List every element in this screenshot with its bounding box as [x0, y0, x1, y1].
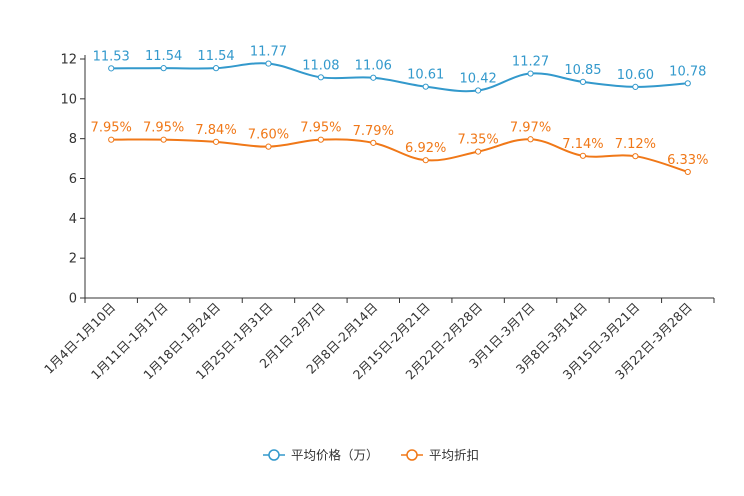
- data-label: 10.78: [669, 64, 706, 79]
- data-label: 11.08: [302, 58, 339, 73]
- data-point[interactable]: [422, 83, 429, 90]
- data-label: 11.53: [93, 49, 130, 64]
- data-label: 7.95%: [300, 121, 341, 136]
- data-point[interactable]: [527, 136, 534, 143]
- legend-label: 平均折扣: [429, 448, 479, 463]
- y-axis-ticks: 0 2 4 6 8 10 12: [60, 53, 85, 307]
- series-0: 11.53 11.54 11.54 11.77 11.08 11.06 10.61 10.42…: [93, 45, 706, 94]
- data-point[interactable]: [684, 80, 691, 87]
- y-tick-label: 6: [69, 172, 77, 187]
- data-point[interactable]: [108, 65, 115, 72]
- data-point[interactable]: [160, 136, 167, 143]
- data-point[interactable]: [265, 143, 272, 150]
- data-point[interactable]: [370, 139, 377, 146]
- data-point[interactable]: [527, 70, 534, 77]
- data-point[interactable]: [475, 87, 482, 94]
- data-label: 10.85: [564, 63, 601, 78]
- data-label: 7.60%: [248, 128, 289, 143]
- y-tick-label: 10: [60, 92, 77, 107]
- axes: [84, 55, 714, 299]
- data-label: 7.79%: [353, 124, 394, 139]
- data-point[interactable]: [422, 157, 429, 164]
- data-label: 7.14%: [562, 137, 603, 152]
- series-line: [111, 138, 689, 173]
- legend-item-1[interactable]: 平均折扣: [401, 448, 479, 463]
- data-point[interactable]: [632, 83, 639, 90]
- data-point[interactable]: [212, 65, 220, 72]
- data-point[interactable]: [265, 60, 272, 67]
- data-point[interactable]: [579, 78, 587, 86]
- legend-marker-icon: [268, 449, 280, 461]
- data-label: 7.95%: [91, 121, 132, 136]
- data-label: 10.60: [617, 68, 654, 83]
- x-axis-ticks: 1月4日-1月10日1月11日-1月17日1月18日-1月24日1月25日-1月…: [41, 298, 715, 382]
- y-tick-label: 12: [60, 53, 77, 68]
- y-tick-label: 2: [69, 252, 77, 267]
- data-label: 11.54: [197, 49, 234, 64]
- series-group: 11.53 11.54 11.54 11.77 11.08 11.06 10.61 10.42…: [91, 45, 708, 176]
- legend-label: 平均价格（万）: [291, 448, 379, 463]
- data-label: 6.92%: [405, 141, 446, 156]
- data-point[interactable]: [370, 74, 377, 81]
- data-point[interactable]: [579, 152, 587, 159]
- data-label: 11.54: [145, 49, 182, 64]
- legend-marker-icon: [406, 449, 418, 461]
- data-label: 7.12%: [615, 137, 656, 152]
- data-label: 7.95%: [143, 121, 184, 136]
- series-line: [111, 62, 688, 93]
- data-label: 11.06: [355, 59, 392, 74]
- data-point[interactable]: [212, 138, 220, 145]
- series-1: 7.95% 7.95% 7.84% 7.60% 7.95% 7.79% 6.92% 7.35%…: [91, 120, 708, 176]
- y-tick-label: 8: [69, 132, 77, 147]
- data-label: 7.97%: [510, 120, 551, 135]
- data-point[interactable]: [632, 153, 639, 160]
- y-tick-label: 4: [69, 212, 77, 227]
- data-label: 10.61: [407, 68, 444, 83]
- y-tick-label: 0: [69, 292, 77, 307]
- legend-item-0[interactable]: 平均价格（万）: [263, 448, 379, 463]
- data-point[interactable]: [160, 65, 167, 72]
- data-label: 10.42: [460, 71, 497, 86]
- data-point[interactable]: [475, 148, 482, 155]
- data-point[interactable]: [317, 74, 324, 81]
- data-label: 11.77: [250, 45, 287, 60]
- data-label: 6.33%: [667, 153, 708, 168]
- data-label: 7.35%: [457, 133, 498, 148]
- data-point[interactable]: [108, 136, 115, 143]
- data-point[interactable]: [684, 168, 691, 176]
- legend[interactable]: 平均价格（万） 平均折扣: [263, 448, 479, 463]
- data-point[interactable]: [317, 136, 324, 143]
- data-label: 11.27: [512, 55, 549, 70]
- data-label: 7.84%: [195, 123, 236, 138]
